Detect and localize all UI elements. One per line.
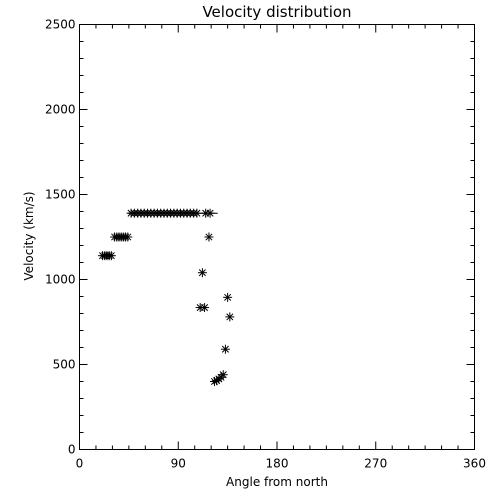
y-tick-label: 2000: [45, 103, 76, 117]
x-tick-label: 90: [171, 457, 186, 471]
x-axis-label: Angle from north: [226, 475, 328, 489]
y-tick-label: 0: [68, 443, 76, 457]
data-point: [205, 208, 215, 218]
y-tick-label: 500: [53, 358, 76, 372]
data-point: [123, 232, 133, 242]
axis-ticks: [79, 24, 475, 450]
plot-frame: [79, 24, 475, 450]
chart-title: Velocity distribution: [202, 3, 351, 21]
y-tick-label: 1500: [45, 188, 76, 202]
x-tick-label: 270: [364, 457, 387, 471]
y-tick-label: 2500: [45, 18, 76, 32]
data-point: [204, 232, 214, 242]
y-axis-label: Velocity (km/s): [22, 191, 36, 280]
data-point: [106, 251, 116, 261]
x-tick-label: 360: [463, 457, 486, 471]
x-tick-label: 0: [76, 457, 84, 471]
x-tick-label: 180: [266, 457, 289, 471]
data-point: [192, 208, 202, 218]
y-tick-label: 1000: [45, 273, 76, 287]
tick-labels: 0 90 180 270 360 0 500 1000 1500 2000 2500: [45, 18, 486, 471]
data-series: [98, 208, 235, 386]
data-point: [223, 292, 233, 302]
data-point: [200, 303, 210, 313]
data-point: [225, 312, 235, 322]
data-point: [218, 370, 228, 380]
data-point: [220, 344, 230, 354]
data-point: [197, 268, 207, 278]
